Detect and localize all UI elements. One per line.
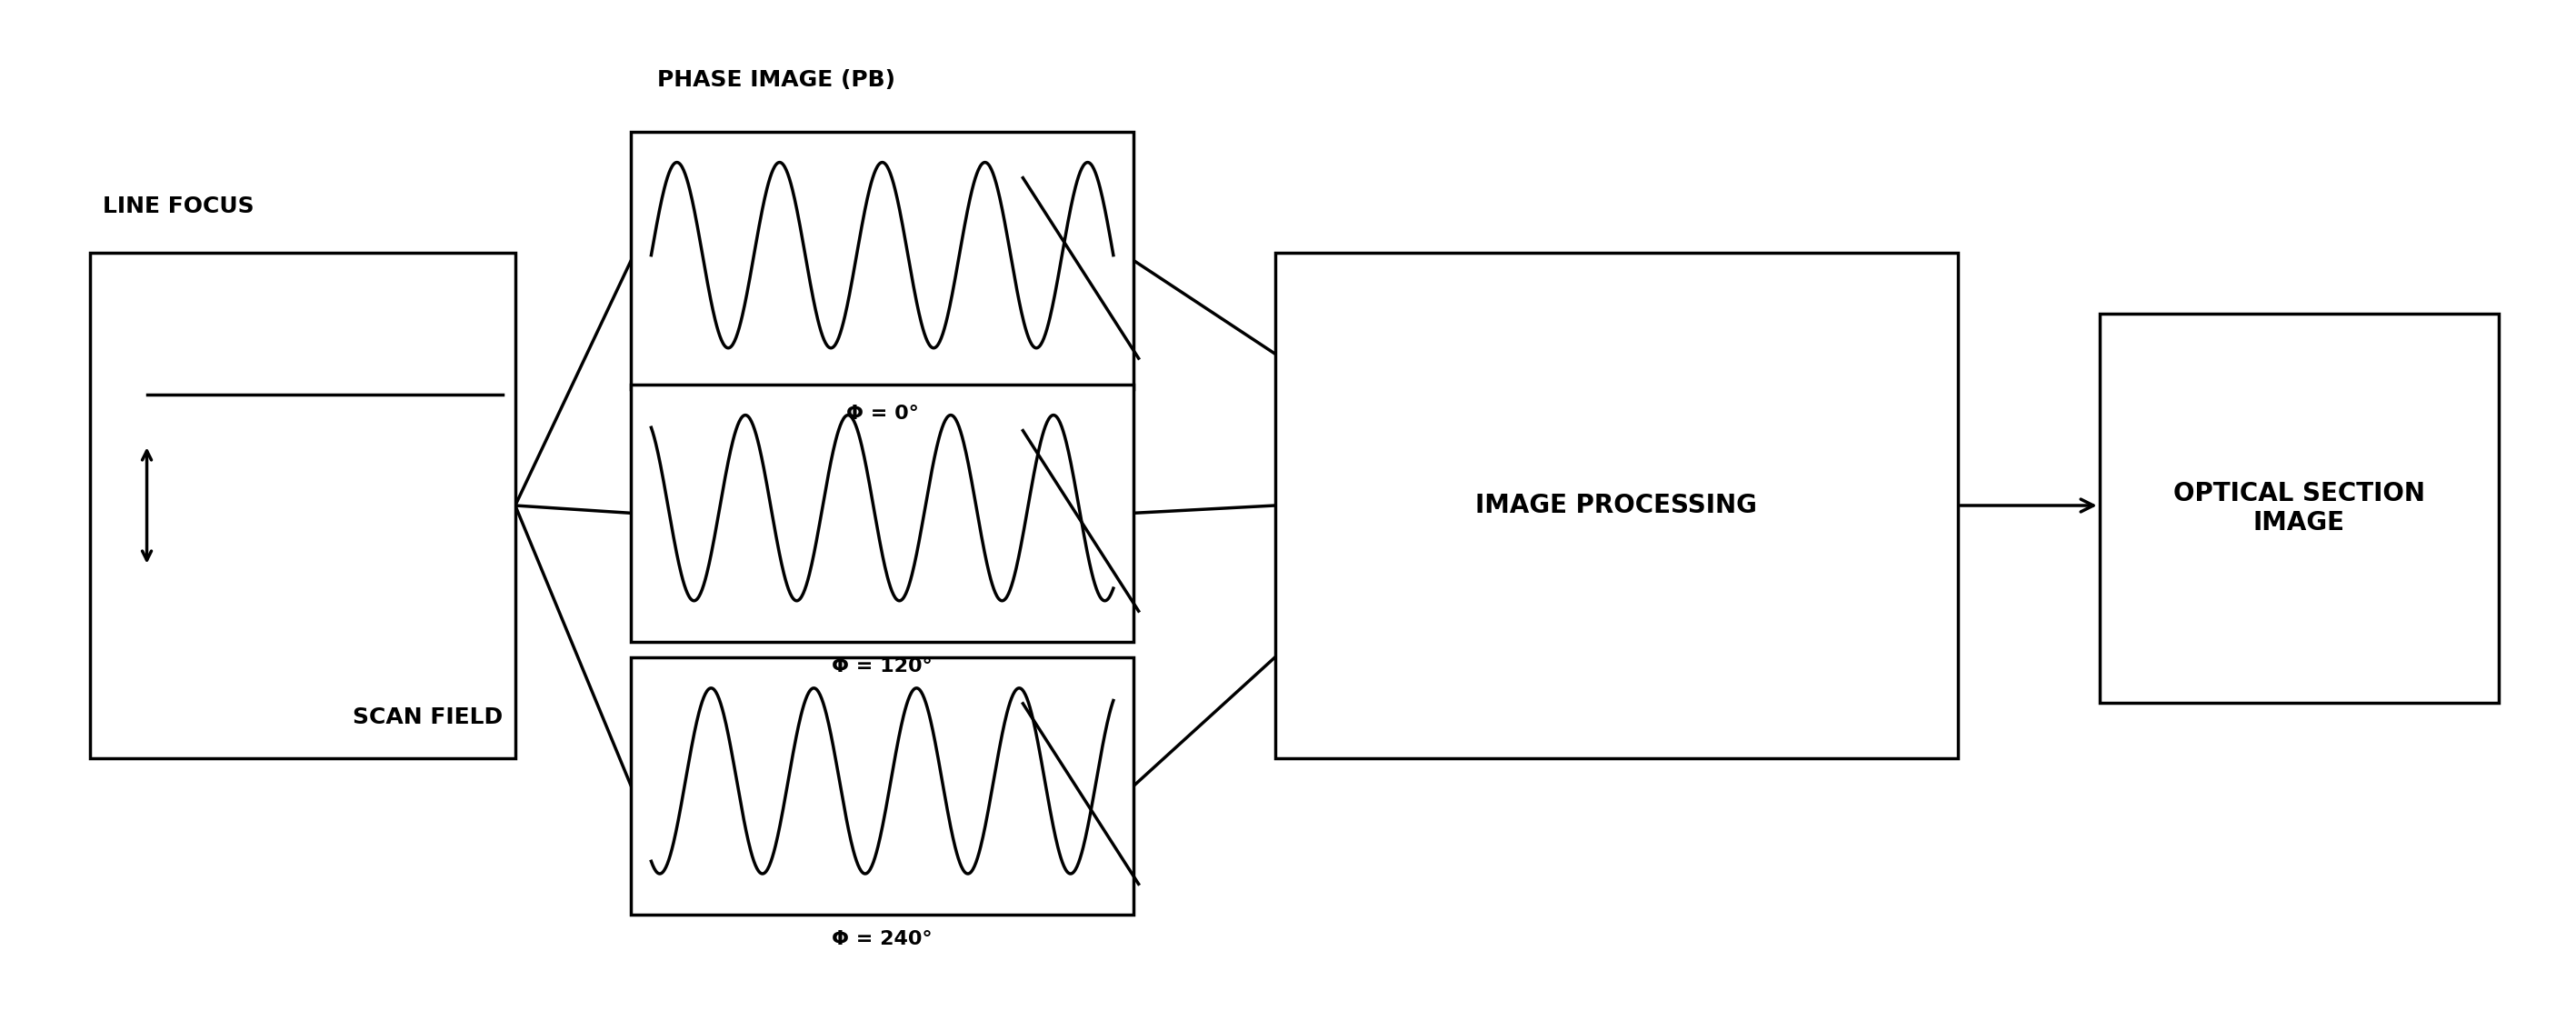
- Text: Φ = 240°: Φ = 240°: [832, 930, 933, 948]
- Bar: [1275, 253, 1958, 758]
- Bar: [631, 131, 1133, 389]
- Text: Φ = 0°: Φ = 0°: [845, 404, 920, 423]
- Text: PHASE IMAGE (PB): PHASE IMAGE (PB): [657, 69, 894, 91]
- Bar: [90, 253, 515, 758]
- Bar: [631, 384, 1133, 642]
- Text: Φ = 120°: Φ = 120°: [832, 657, 933, 675]
- Bar: [2099, 313, 2499, 703]
- Text: IMAGE PROCESSING: IMAGE PROCESSING: [1476, 492, 1757, 519]
- Bar: [631, 657, 1133, 915]
- Text: SCAN FIELD: SCAN FIELD: [353, 706, 502, 728]
- Text: LINE FOCUS: LINE FOCUS: [103, 195, 255, 217]
- Text: OPTICAL SECTION
IMAGE: OPTICAL SECTION IMAGE: [2174, 480, 2424, 536]
